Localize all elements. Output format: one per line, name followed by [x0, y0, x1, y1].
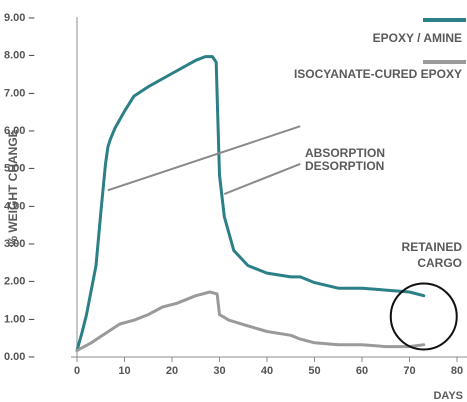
y-tick-label: 9.00 – [4, 12, 35, 24]
y-tick-label: 1.00 – [4, 313, 35, 325]
y-tick-label: 0.00 – [4, 351, 35, 363]
legend-label-epoxy-amine: EPOXY / AMINE [373, 31, 462, 45]
x-tick-label: 80 [451, 365, 463, 377]
x-tick-label: 60 [356, 365, 368, 377]
desorption-label: DESORPTION [305, 159, 384, 173]
x-tick-label: 70 [403, 365, 415, 377]
chart-legend: EPOXY / AMINE ISOCYANATE-CURED EPOXY [294, 18, 466, 81]
y-tick-label: 2.00 – [4, 276, 35, 288]
x-tick-label: 10 [118, 365, 130, 377]
desorption-leader-line [223, 162, 301, 195]
legend-label-isocyanate-cured-epoxy: ISOCYANATE-CURED EPOXY [294, 67, 462, 81]
retained-cargo-circle [389, 282, 458, 351]
absorption-label: ABSORPTION [305, 146, 385, 160]
x-tick-label: 0 [74, 365, 80, 377]
absorption-leader-line [107, 125, 301, 192]
retained-cargo-label-line1: RETAINED [402, 240, 463, 254]
retained-cargo-label-line2: CARGO [417, 256, 462, 270]
x-tick-label: 40 [261, 365, 273, 377]
x-tick-label: 30 [213, 365, 225, 377]
series-line-isocyanate-cured-epoxy [75, 290, 426, 352]
y-tick-label: 5.00 – [4, 163, 35, 175]
y-tick-label: 8.00 – [4, 50, 35, 62]
y-tick-label: 4.00 – [4, 200, 35, 212]
x-axis-title: DAYS [433, 390, 463, 402]
y-tick-label: 3.00 – [4, 238, 35, 250]
series-line-epoxy-amine [75, 55, 426, 352]
x-tick-label: 20 [166, 365, 178, 377]
y-axis-title: % WEIGHT CHANGE [6, 129, 20, 246]
chart-axes: 0.00 – 1.00 – 2.00 – 3.00 – 4.00 – 5.00 – 6.00… [4, 12, 467, 402]
y-tick-label: 6.00 – [4, 125, 35, 137]
chart-series [75, 55, 426, 352]
x-tick-label: 50 [308, 365, 320, 377]
y-tick-label: 7.00 – [4, 87, 35, 99]
